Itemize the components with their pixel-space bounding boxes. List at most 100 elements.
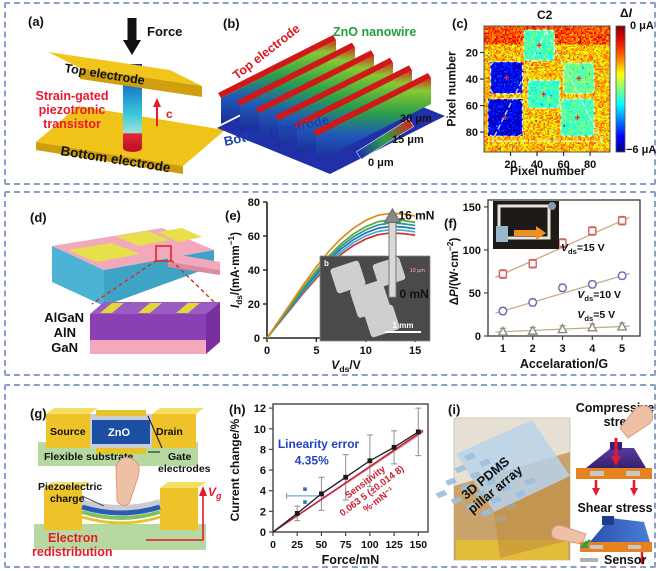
force-arrow: [123, 18, 141, 55]
height-scale-bar: [356, 118, 415, 160]
svg-text:Current change/%: Current change/%: [228, 418, 242, 521]
svg-text:0: 0: [260, 527, 266, 539]
heatmap-xlabel: Pixel number: [510, 164, 586, 178]
svg-text:Electron: Electron: [48, 531, 98, 545]
shear-stress-schematic: [550, 516, 652, 565]
top-electrode-bar: [48, 52, 202, 97]
scale-15um: 15 μm: [392, 134, 424, 146]
svg-text:Vds=15 V: Vds=15 V: [561, 242, 605, 256]
panel-f-tag: (f): [444, 216, 457, 231]
device-label: Strain-gated piezotronic transistor: [36, 89, 109, 131]
svg-text:0: 0: [254, 333, 260, 345]
svg-text:12: 12: [254, 403, 266, 415]
svg-text:1 mm: 1 mm: [393, 321, 414, 330]
svg-text:20: 20: [504, 159, 516, 171]
svg-text:3: 3: [559, 343, 565, 355]
svg-text:0: 0: [270, 539, 276, 551]
svg-text:6: 6: [260, 465, 266, 477]
svg-text:60: 60: [248, 231, 260, 243]
svg-text:2: 2: [530, 343, 536, 355]
panel-g-tag: (g): [30, 406, 47, 421]
svg-text:Vds=10 V: Vds=10 V: [577, 289, 621, 303]
shear-stress-label: Shear stress: [577, 501, 652, 515]
panel-e-tag: (e): [225, 208, 241, 223]
layer-labels: AlGaN AlN GaN: [44, 310, 84, 355]
svg-text:charge: charge: [50, 493, 85, 505]
vg-label: Vg: [208, 485, 222, 501]
power-acceleration-chart: 0 50 100 150 1 2 3 4 5 Accelaration/G ΔP/(W·cm−2) V…: [446, 199, 641, 371]
zno-nanowire-label: ZnO nanowire: [333, 25, 416, 39]
panel-c: (c) 20 20 40 40 60 60 80 80 C2 ΔI 0 μA −6 μA Pi…: [442, 6, 658, 184]
zno-label: ZnO: [108, 427, 130, 439]
panel-h-tag: (h): [229, 402, 246, 417]
svg-text:AlGaN: AlGaN: [44, 310, 84, 325]
svg-text:50: 50: [469, 288, 481, 300]
scale-30um: 30 μm: [400, 113, 432, 125]
svg-text:2: 2: [260, 506, 266, 518]
svg-text:4.35%: 4.35%: [295, 453, 329, 467]
svg-text:piezotronic: piezotronic: [39, 103, 106, 117]
colorbar-label: ΔI: [620, 6, 632, 20]
panel-h: (h) 0 2 4 6 8 10 12 0 25 50 75 100 125 150 Force/mN Cur…: [225, 390, 440, 568]
svg-text:20: 20: [248, 299, 260, 311]
panel-a-tag: (a): [28, 14, 44, 29]
panel-b: (b): [213, 6, 445, 184]
svg-text:10: 10: [254, 424, 266, 436]
svg-text:80: 80: [248, 197, 260, 209]
svg-text:Ids/(mA·mm−1): Ids/(mA·mm−1): [227, 232, 244, 308]
svg-text:50: 50: [316, 539, 328, 551]
sensor-label: Sensor: [604, 553, 647, 567]
svg-text:Accelaration/G: Accelaration/G: [520, 357, 608, 371]
svg-text:transistor: transistor: [43, 117, 101, 131]
svg-text:1: 1: [500, 343, 506, 355]
svg-text:Gate: Gate: [168, 451, 192, 463]
svg-text:15: 15: [409, 345, 421, 357]
svg-text:150: 150: [463, 202, 481, 214]
heatmap-title: C2: [537, 8, 553, 22]
flexible-substrate-label: Flexible substrate: [44, 451, 133, 463]
svg-text:100: 100: [361, 539, 379, 551]
svg-text:40: 40: [248, 265, 260, 277]
panel-i-tag: (i): [448, 402, 461, 417]
piezoelectric-charge-label: Piezoelectric charge: [38, 481, 105, 507]
svg-text:10 μm: 10 μm: [410, 268, 426, 274]
svg-text:Vds=5 V: Vds=5 V: [577, 309, 615, 323]
svg-text:0: 0: [264, 345, 270, 357]
transistor-pressed-schematic: [34, 457, 207, 550]
svg-text:redistribution: redistribution: [32, 545, 113, 559]
svg-text:electrodes: electrodes: [158, 463, 211, 475]
panel-a: (a): [20, 8, 225, 178]
svg-text:4: 4: [260, 486, 267, 498]
svg-text:Piezoelectric: Piezoelectric: [38, 481, 102, 493]
force-label: Force: [147, 24, 182, 39]
svg-text:25: 25: [291, 539, 303, 551]
colorbar-max: 0 μA: [630, 20, 654, 32]
svg-text:ΔP/(W·cm−2): ΔP/(W·cm−2): [446, 238, 461, 306]
svg-text:0: 0: [475, 331, 481, 343]
svg-text:Strain-gated: Strain-gated: [36, 89, 109, 103]
panel-e: (e) 0 20 40 60 80 0 5 10 15 Vds/V Ids/(mA·mm−1) b 1 …: [225, 194, 440, 374]
c-axis-arrow: [153, 98, 161, 126]
svg-text:150: 150: [410, 539, 428, 551]
source-label: Source: [50, 426, 86, 438]
svg-text:20: 20: [466, 48, 478, 60]
drain-label: Drain: [156, 426, 183, 438]
ids-vds-chart: 0 20 40 60 80 0 5 10 15 Vds/V Ids/(mA·mm−1) b 1 mm 10…: [227, 197, 434, 374]
hemt-chip-3d: [52, 228, 220, 306]
compressive-stress-schematic: [576, 405, 654, 496]
layer-stack-zoom: [90, 302, 220, 354]
current-map-heatmap: [484, 26, 610, 152]
svg-text:b: b: [324, 259, 329, 268]
svg-text:40: 40: [466, 74, 478, 86]
svg-text:16 mN: 16 mN: [398, 209, 434, 223]
svg-text:Linearity error: Linearity error: [278, 437, 360, 451]
nanowire-array-3d: [217, 35, 445, 174]
svg-text:10: 10: [360, 345, 372, 357]
svg-text:75: 75: [340, 539, 352, 551]
svg-text:4: 4: [589, 343, 596, 355]
svg-text:60: 60: [466, 101, 478, 113]
sensor-swatch: [580, 558, 598, 562]
svg-text:GaN: GaN: [51, 340, 78, 355]
c-axis-label: c: [166, 107, 173, 121]
